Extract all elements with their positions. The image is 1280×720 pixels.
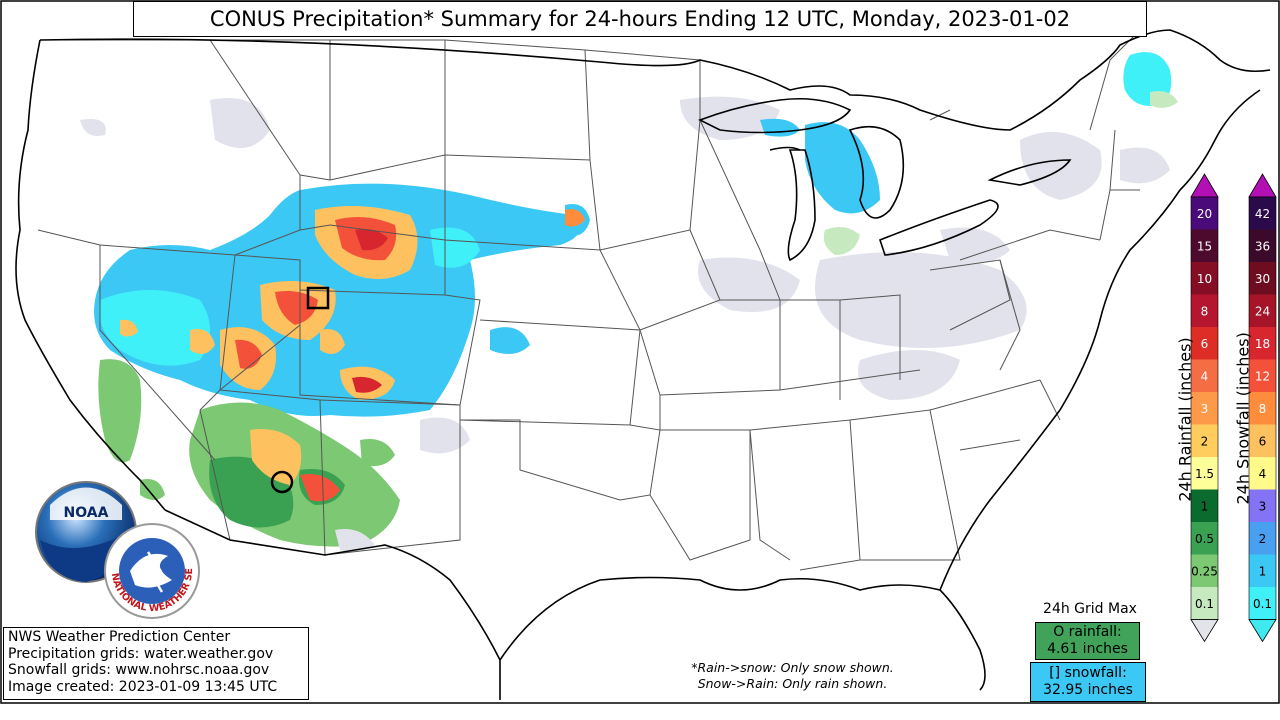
- credits-line-3: Snowfall grids: www.nohrsc.noaa.gov: [8, 662, 270, 678]
- rain-colorbar-swatch: [1191, 327, 1218, 360]
- snow-colorbar-swatch: [1249, 424, 1276, 457]
- snow-colorbar-swatch: [1249, 457, 1276, 490]
- snow-colorbar-tick-label: 0.1: [1253, 597, 1272, 611]
- snow-colorbar-swatch: [1249, 229, 1276, 262]
- note-line-2: Snow->Rain: Only rain shown.: [697, 676, 888, 691]
- snow-colorbar-tick-label: 18: [1255, 337, 1270, 351]
- credits-box: NWS Weather Prediction Center Precipitat…: [3, 627, 309, 700]
- state-boundaries: [37, 29, 1141, 571]
- snowfall-colorbar-label: 24h Snowfall (inches): [1233, 332, 1253, 505]
- snow-colorbar-tick-label: 3: [1259, 499, 1267, 513]
- rain-colorbar-swatch: [1191, 554, 1218, 587]
- rain-colorbar-swatch: [1191, 392, 1218, 425]
- grid-max-rain-label: O rainfall:: [1053, 624, 1122, 640]
- rainfall-area: [98, 91, 1178, 552]
- credits-line-2: Precipitation grids: water.weather.gov: [8, 645, 274, 662]
- grid-max-snow-label: [] snowfall:: [1049, 665, 1127, 681]
- snow-colorbar-tick-label: 2: [1259, 532, 1267, 546]
- rain-colorbar-tick-label: 3: [1201, 402, 1209, 416]
- grid-max-rainfall-box: O rainfall: 4.61 inches: [1035, 622, 1140, 660]
- snow-colorbar-swatch: [1249, 294, 1276, 327]
- map-title: CONUS Precipitation* Summary for 24-hour…: [133, 1, 1147, 37]
- rain-colorbar-swatch: [1191, 457, 1218, 490]
- snow-colorbar-swatch: [1249, 554, 1276, 587]
- rain-colorbar-swatch: [1191, 197, 1218, 230]
- trace-precip-areas: [80, 96, 1170, 454]
- snow-colorbar-tick-label: 6: [1259, 434, 1267, 448]
- snow-colorbar-swatch: [1249, 359, 1276, 392]
- snow-colorbar-swatch: [1249, 197, 1276, 230]
- rain-colorbar-outline: [1190, 196, 1219, 620]
- credits-line-4: Image created: 2023-01-09 13:45 UTC: [8, 678, 278, 695]
- rain-colorbar-tick-label: 20: [1197, 207, 1212, 221]
- rain-snow-note: *Rain->snow: Only snow shown. Snow->Rain…: [655, 660, 930, 692]
- snow-colorbar-tick-label: 42: [1255, 207, 1270, 221]
- snowfall-area: [94, 52, 1172, 417]
- snow-colorbar-swatch: [1249, 262, 1276, 295]
- rain-colorbar-tick-label: 0.25: [1191, 564, 1218, 578]
- rain-colorbar-swatch: [1191, 262, 1218, 295]
- grid-max-snow-value: 32.95 inches: [1043, 682, 1133, 698]
- rain-colorbar-tick-label: 6: [1201, 337, 1209, 351]
- snow-colorbar-swatch: [1249, 392, 1276, 425]
- rain-colorbar-tick-label: 2: [1201, 434, 1209, 448]
- credits-line-1: NWS Weather Prediction Center: [8, 629, 231, 645]
- snow-colorbar-tick-label: 1: [1259, 564, 1267, 578]
- snow-colorbar-outline: [1248, 196, 1277, 620]
- rain-colorbar-swatch: [1191, 359, 1218, 392]
- rainfall-colorbar-label: 24h Rainfall (inches): [1175, 337, 1195, 502]
- snow-colorbar-tick-label: 30: [1255, 272, 1270, 286]
- rain-colorbar-swatch: [1191, 424, 1218, 457]
- rain-colorbar-tick-label: 1: [1201, 499, 1209, 513]
- snow-colorbar-tick-label: 4: [1259, 467, 1267, 481]
- grid-max-title: 24h Grid Max: [1043, 601, 1137, 617]
- rainfall-colorbar: 20 15 10 8 6 4 3 2 1.5 1 0.5 0.25 0.1: [1190, 173, 1219, 643]
- snow-colorbar-tick-label: 36: [1255, 239, 1270, 253]
- rain-colorbar-tick-label: 8: [1201, 304, 1209, 318]
- grid-max-snowfall-box: [] snowfall: 32.95 inches: [1030, 662, 1146, 702]
- rainfall-max-marker: [270, 470, 294, 494]
- snowfall-max-marker: [306, 286, 330, 310]
- noaa-logo-text: NOAA: [64, 505, 109, 521]
- rain-colorbar-tick-label: 4: [1201, 369, 1209, 383]
- rain-colorbar-swatch: [1191, 294, 1218, 327]
- rain-colorbar-tick-label: 15: [1197, 239, 1212, 253]
- rain-colorbar-tick-label: 0.5: [1195, 532, 1214, 546]
- snow-colorbar-swatch: [1249, 489, 1276, 522]
- rain-colorbar-tick-label: 1.5: [1195, 467, 1214, 481]
- rain-colorbar-swatch: [1191, 522, 1218, 555]
- rain-colorbar-tick-label: 10: [1197, 272, 1212, 286]
- note-line-1: *Rain->snow: Only snow shown.: [691, 660, 894, 675]
- snow-colorbar-tick-label: 12: [1255, 369, 1270, 383]
- coastline: [15, 29, 1271, 700]
- rain-colorbar-swatch: [1191, 229, 1218, 262]
- rain-colorbar-swatch: [1191, 489, 1218, 522]
- grid-max-rain-value: 4.61 inches: [1047, 641, 1128, 657]
- snow-colorbar-swatch: [1249, 587, 1276, 620]
- snow-colorbar-swatch: [1249, 327, 1276, 360]
- rain-colorbar-swatch: [1191, 587, 1218, 620]
- snow-colorbar-swatch: [1249, 522, 1276, 555]
- rain-colorbar-tick-label: 0.1: [1195, 597, 1214, 611]
- snow-colorbar-tick-label: 8: [1259, 402, 1267, 416]
- snowfall-colorbar: 42 36 30 24 18 12 8 6 4 3 2 1 0.1: [1248, 173, 1277, 643]
- snow-colorbar-tick-label: 24: [1255, 304, 1270, 318]
